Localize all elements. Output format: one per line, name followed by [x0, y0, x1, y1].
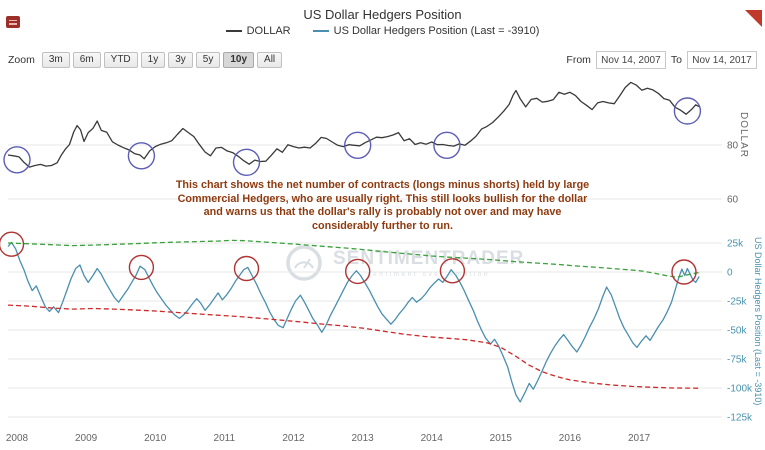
range-button-10y[interactable]: 10y: [223, 52, 255, 68]
legend-label-hedgers: US Dollar Hedgers Position (Last = -3910…: [333, 25, 540, 37]
watermark-brand: SENTIMENTRADER: [333, 248, 525, 269]
x-tick-label: 2015: [490, 433, 513, 444]
series-line: [7, 304, 700, 389]
dollar-line-swatch: [225, 30, 242, 32]
y-tick-label: -50k: [727, 326, 747, 337]
annotation-circle: [433, 131, 461, 160]
annotation-text: This chart shows the net number of contr…: [175, 179, 590, 232]
x-tick-label: 2012: [282, 433, 305, 444]
annotation-circle: [3, 146, 31, 174]
series-line: [7, 81, 700, 168]
corner-flag-icon[interactable]: [745, 10, 762, 27]
legend-item-hedgers[interactable]: US Dollar Hedgers Position (Last = -3910…: [312, 25, 540, 37]
gauge-logo-icon: [286, 245, 322, 281]
series-line: [7, 239, 700, 278]
from-date-input[interactable]: [595, 51, 666, 69]
annotation-circle: [344, 131, 372, 160]
legend-item-dollar[interactable]: DOLLAR: [225, 25, 291, 37]
zoom-label: Zoom: [8, 54, 35, 66]
range-button-ytd[interactable]: YTD: [103, 52, 138, 68]
x-tick-label: 2014: [421, 433, 444, 444]
to-date-input[interactable]: [687, 51, 757, 69]
annotation-circle: [671, 259, 697, 285]
watermark: SENTIMENTRADER sentiment over emotion: [284, 243, 524, 283]
range-button-3y[interactable]: 3y: [168, 52, 193, 68]
annotation-circle: [233, 255, 260, 282]
y-tick-label: 0: [727, 268, 733, 279]
x-tick-label: 2010: [144, 433, 167, 444]
range-button-5y[interactable]: 5y: [195, 52, 221, 68]
x-tick-label: 2016: [559, 433, 582, 444]
y-tick-label: 80: [727, 141, 739, 152]
x-tick-label: 2011: [214, 433, 236, 444]
range-selector: Zoom 3m 6m YTD 1y 3y 5y 10y All: [8, 52, 283, 68]
hedgers-axis-title: US Dollar Hedgers Position (Last = -3910…: [753, 237, 763, 406]
y-tick-label: 60: [727, 195, 739, 206]
to-label: To: [670, 54, 682, 66]
x-tick-label: 2013: [351, 433, 374, 444]
annotation-circle: [0, 231, 25, 257]
y-tick-label: 25k: [727, 239, 744, 250]
y-tick-label: -75k: [727, 355, 747, 366]
x-tick-label: 2008: [6, 433, 29, 444]
x-tick-label: 2009: [75, 433, 98, 444]
range-toolbar: Zoom 3m 6m YTD 1y 3y 5y 10y All From To: [8, 51, 757, 69]
range-button-3m[interactable]: 3m: [41, 52, 70, 68]
annotation-circle: [127, 142, 156, 170]
legend-label-dollar: DOLLAR: [246, 25, 291, 37]
dollar-axis-title: DOLLAR: [738, 112, 749, 159]
annotation-circle: [439, 258, 466, 284]
y-tick-label: -100k: [727, 384, 753, 395]
annotation-circle: [345, 258, 371, 285]
range-button-6m[interactable]: 6m: [72, 52, 101, 68]
range-button-1y[interactable]: 1y: [140, 52, 166, 68]
series-line: [7, 241, 700, 403]
page-title: US Dollar Hedgers Position: [303, 7, 462, 22]
y-tick-label: -125k: [727, 413, 753, 424]
x-tick-label: 2017: [628, 433, 651, 444]
y-tick-label: -25k: [727, 297, 747, 308]
site-menu-icon[interactable]: [6, 16, 20, 28]
annotation-circle: [128, 254, 155, 281]
hedgers-line-swatch: [312, 30, 329, 32]
date-range: From To: [566, 51, 757, 69]
annotation-circle: [673, 97, 702, 125]
watermark-tagline: sentiment over emotion: [367, 271, 490, 278]
annotation-circle: [232, 148, 261, 177]
from-label: From: [566, 54, 591, 66]
legend: DOLLAR US Dollar Hedgers Position (Last …: [0, 25, 765, 37]
range-button-all[interactable]: All: [257, 52, 283, 68]
